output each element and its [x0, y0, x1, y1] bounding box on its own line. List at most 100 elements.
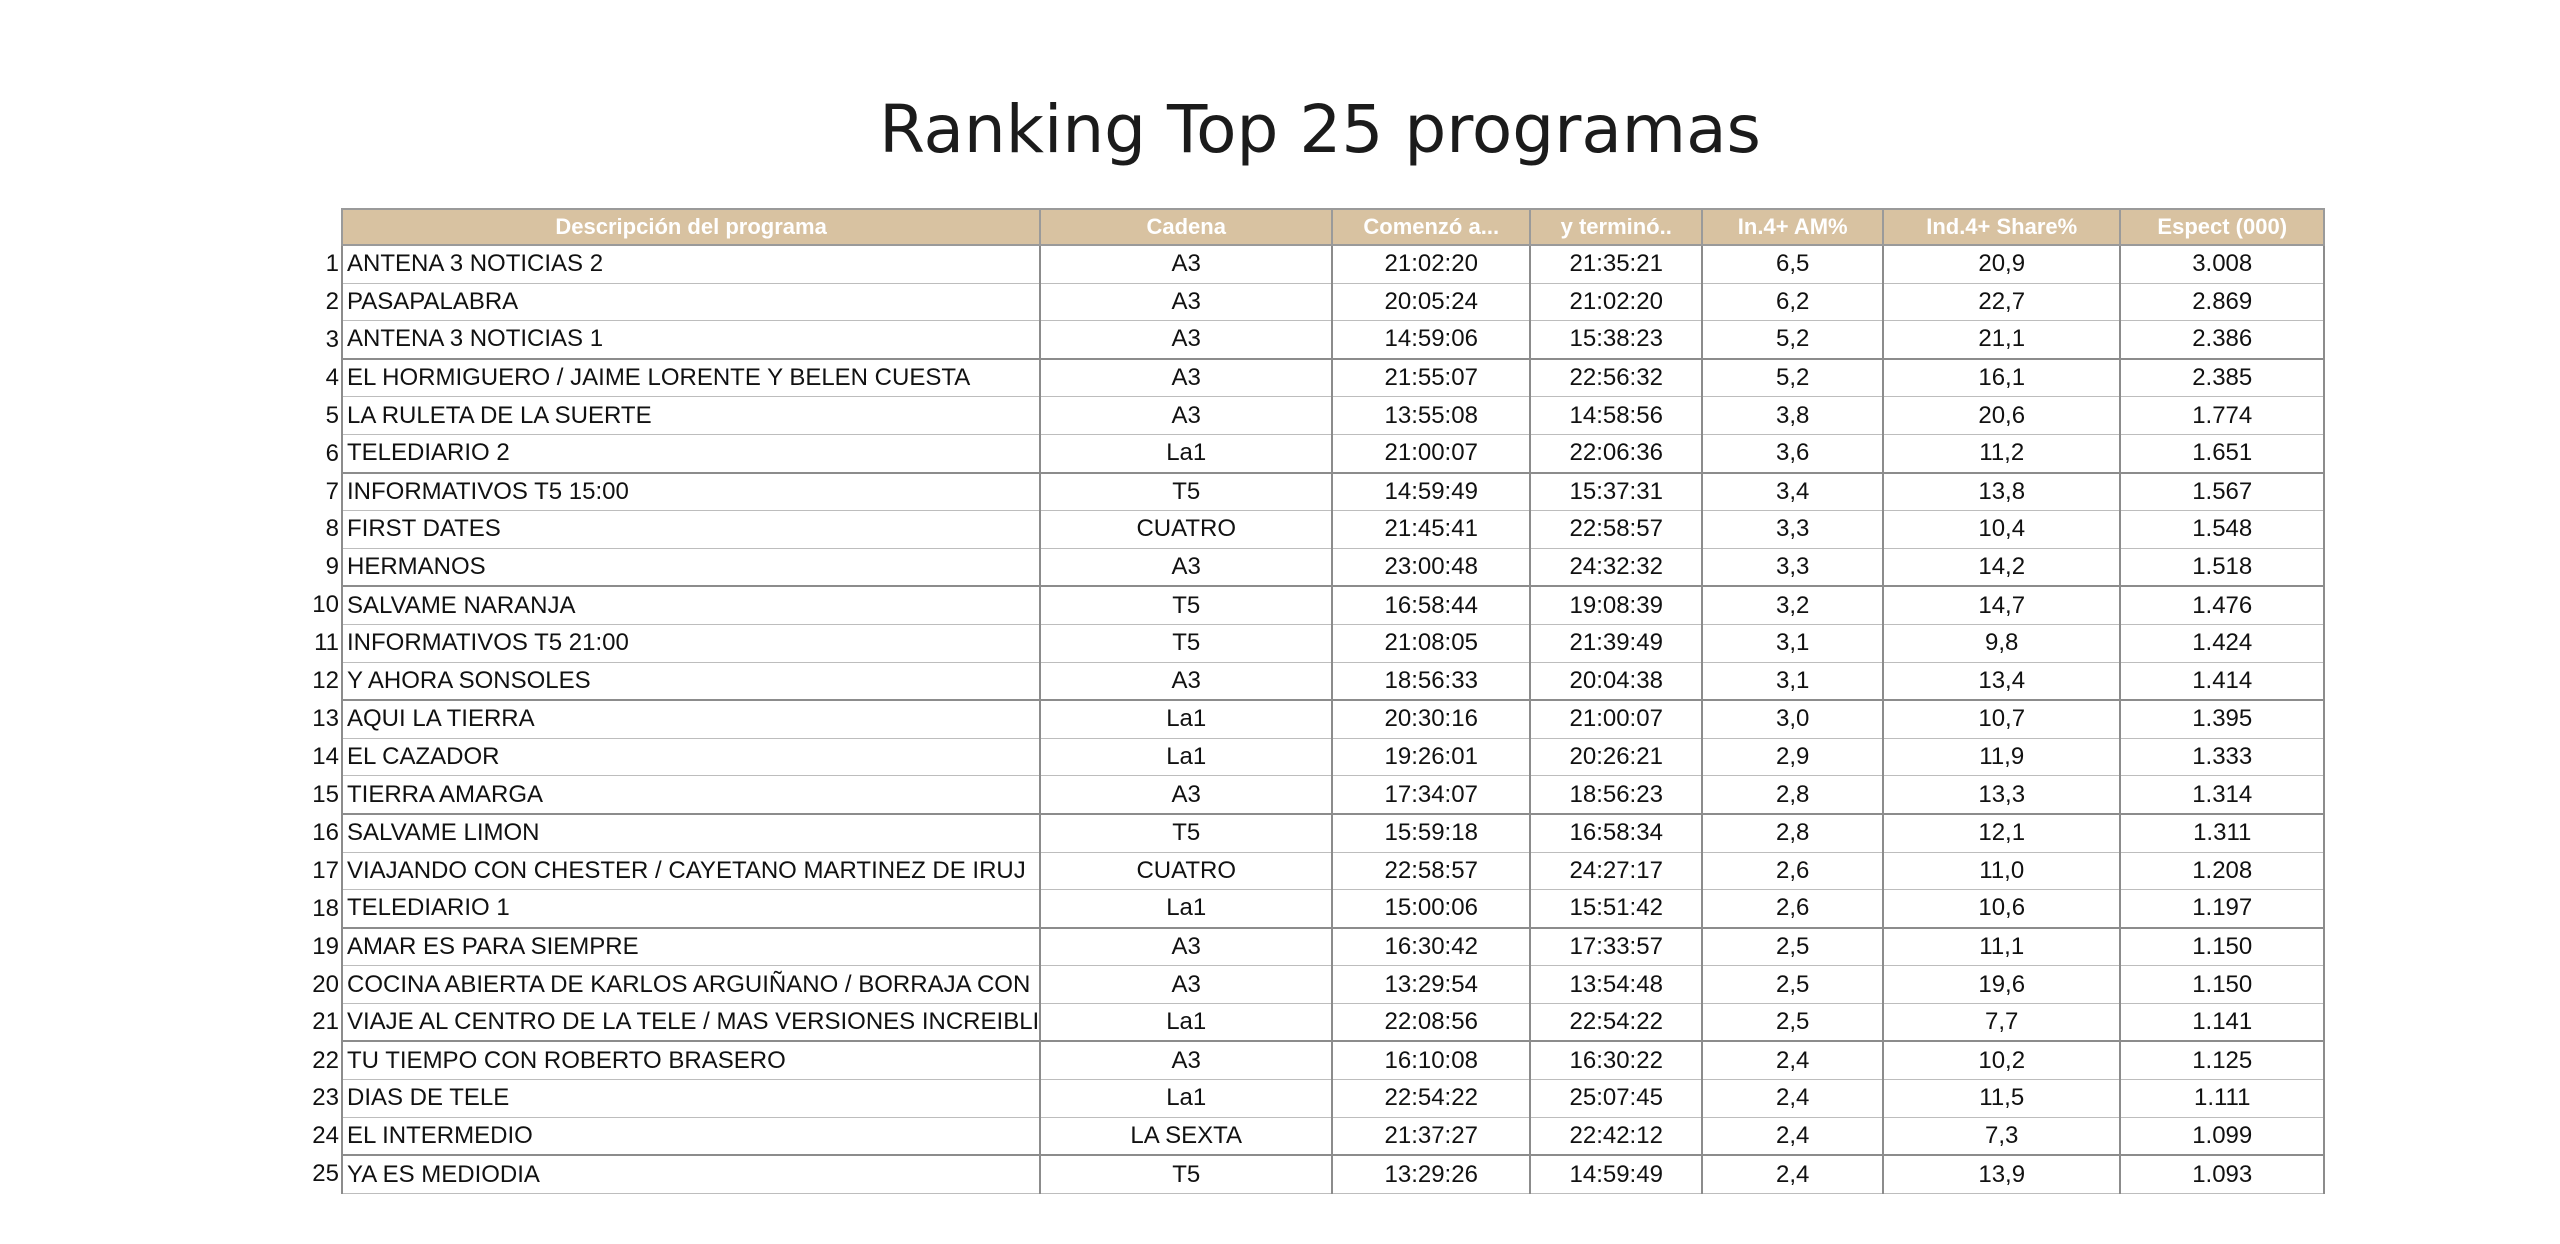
cell-comenzo: 14:59:06	[1331, 320, 1532, 360]
cell-termino: 19:08:39	[1529, 586, 1704, 625]
cell-comenzo: 22:54:22	[1331, 1079, 1532, 1118]
cell-espect: 1.093	[2119, 1155, 2326, 1194]
cell-cadena: A3	[1039, 548, 1334, 588]
cell-share: 11,5	[1882, 1079, 2122, 1118]
cell-cadena: La1	[1039, 1003, 1334, 1043]
cell-cadena: A3	[1039, 283, 1334, 322]
cell-termino: 21:39:49	[1529, 624, 1704, 663]
cell-espect: 1.197	[2119, 889, 2326, 929]
header-descripcion: Descripción del programa	[340, 208, 1042, 246]
cell-am: 6,2	[1701, 283, 1885, 322]
cell-share: 10,2	[1882, 1041, 2122, 1081]
cell-am: 3,8	[1701, 396, 1885, 435]
cell-comenzo: 18:56:33	[1331, 662, 1532, 702]
cell-espect: 1.099	[2119, 1117, 2326, 1157]
table-row: 22 TU TIEMPO CON ROBERTO BRASERO A3 16:10:0…	[300, 1041, 2326, 1081]
cell-am: 2,9	[1701, 738, 1885, 777]
cell-share: 19,6	[1882, 965, 2122, 1004]
cell-am: 3,1	[1701, 662, 1885, 702]
cell-cadena: T5	[1039, 1155, 1334, 1194]
cell-espect: 1.476	[2119, 586, 2326, 625]
row-rank: 3	[325, 325, 339, 353]
cell-descripcion: LA RULETA DE LA SUERTE	[340, 396, 1042, 435]
cell-termino: 21:02:20	[1529, 283, 1704, 322]
row-rank: 10	[312, 591, 339, 619]
cell-termino: 24:27:17	[1529, 852, 1704, 891]
cell-termino: 14:59:49	[1529, 1155, 1704, 1194]
cell-share: 11,2	[1882, 434, 2122, 474]
cell-share: 20,9	[1882, 243, 2122, 284]
cell-comenzo: 17:34:07	[1331, 775, 1532, 815]
cell-cadena: A3	[1039, 775, 1334, 815]
cell-am: 2,8	[1701, 813, 1885, 853]
cell-espect: 1.651	[2119, 434, 2326, 474]
cell-termino: 22:06:36	[1529, 434, 1704, 474]
row-rank: 19	[312, 932, 339, 960]
row-rank: 8	[325, 515, 339, 543]
table-row: 4 EL HORMIGUERO / JAIME LORENTE Y BELEN C…	[300, 358, 2326, 398]
row-rank: 6	[325, 439, 339, 467]
cell-termino: 15:38:23	[1529, 320, 1704, 360]
cell-termino: 20:04:38	[1529, 662, 1704, 702]
cell-descripcion: FIRST DATES	[340, 510, 1042, 549]
cell-espect: 1.414	[2119, 662, 2326, 702]
cell-share: 14,7	[1882, 586, 2122, 625]
cell-share: 16,1	[1882, 358, 2122, 398]
table-row: 2 PASAPALABRA A3 20:05:24 21:02:20 6,2 22,7 2.8…	[300, 283, 2326, 322]
cell-comenzo: 15:59:18	[1331, 813, 1532, 853]
cell-comenzo: 15:00:06	[1331, 889, 1532, 929]
table-row: 17 VIAJANDO CON CHESTER / CAYETANO MARTIN…	[300, 852, 2326, 891]
cell-cadena: A3	[1039, 927, 1334, 967]
cell-espect: 1.567	[2119, 472, 2326, 512]
cell-share: 11,9	[1882, 738, 2122, 777]
header-am: In.4+ AM%	[1701, 208, 1885, 246]
cell-termino: 22:42:12	[1529, 1117, 1704, 1157]
cell-share: 13,3	[1882, 775, 2122, 815]
cell-share: 9,8	[1882, 624, 2122, 663]
cell-cadena: T5	[1039, 472, 1334, 512]
cell-descripcion: Y AHORA SONSOLES	[340, 662, 1042, 702]
cell-cadena: A3	[1039, 662, 1334, 702]
cell-share: 11,0	[1882, 852, 2122, 891]
table-row: 8 FIRST DATES CUATRO 21:45:41 22:58:57 3,3 10,…	[300, 510, 2326, 549]
table-row: 21 VIAJE AL CENTRO DE LA TELE / MAS VERSI…	[300, 1003, 2326, 1043]
cell-am: 2,4	[1701, 1079, 1885, 1118]
table-row: 5 LA RULETA DE LA SUERTE A3 13:55:08 14:58:5…	[300, 396, 2326, 435]
cell-comenzo: 21:00:07	[1331, 434, 1532, 474]
header-cadena: Cadena	[1039, 208, 1334, 246]
cell-am: 3,1	[1701, 624, 1885, 663]
row-rank: 24	[312, 1122, 339, 1150]
cell-descripcion: AMAR ES PARA SIEMPRE	[340, 927, 1042, 967]
row-rank: 4	[325, 363, 339, 391]
cell-comenzo: 14:59:49	[1331, 472, 1532, 512]
row-rank: 1	[325, 250, 339, 278]
table-row: 7 INFORMATIVOS T5 15:00 T5 14:59:49 15:37:31…	[300, 472, 2326, 512]
table-row: 16 SALVAME LIMON T5 15:59:18 16:58:34 2,8 12,1…	[300, 813, 2326, 853]
cell-descripcion: AQUI LA TIERRA	[340, 700, 1042, 739]
row-rank: 14	[312, 743, 339, 771]
cell-am: 3,2	[1701, 586, 1885, 625]
cell-comenzo: 22:08:56	[1331, 1003, 1532, 1043]
cell-descripcion: TU TIEMPO CON ROBERTO BRASERO	[340, 1041, 1042, 1081]
cell-am: 5,2	[1701, 320, 1885, 360]
cell-espect: 2.869	[2119, 283, 2326, 322]
cell-comenzo: 16:10:08	[1331, 1041, 1532, 1081]
cell-share: 10,4	[1882, 510, 2122, 549]
header-share: Ind.4+ Share%	[1882, 208, 2122, 246]
table-row: 1 ANTENA 3 NOTICIAS 2 A3 21:02:20 21:35:21 6,…	[300, 243, 2326, 284]
cell-share: 12,1	[1882, 813, 2122, 853]
cell-cadena: A3	[1039, 320, 1334, 360]
table-row: 13 AQUI LA TIERRA La1 20:30:16 21:00:07 3,0 10…	[300, 700, 2326, 739]
row-rank: 12	[312, 667, 339, 695]
cell-share: 7,3	[1882, 1117, 2122, 1157]
cell-cadena: T5	[1039, 813, 1334, 853]
row-rank: 9	[325, 553, 339, 581]
cell-comenzo: 20:30:16	[1331, 700, 1532, 739]
cell-descripcion: VIAJE AL CENTRO DE LA TELE / MAS VERSION…	[340, 1003, 1042, 1043]
row-rank: 11	[314, 629, 339, 657]
cell-descripcion: ANTENA 3 NOTICIAS 2	[340, 243, 1042, 284]
cell-cadena: La1	[1039, 889, 1334, 929]
cell-descripcion: ANTENA 3 NOTICIAS 1	[340, 320, 1042, 360]
header-espect: Espect (000)	[2119, 208, 2326, 246]
cell-cadena: LA SEXTA	[1039, 1117, 1334, 1157]
